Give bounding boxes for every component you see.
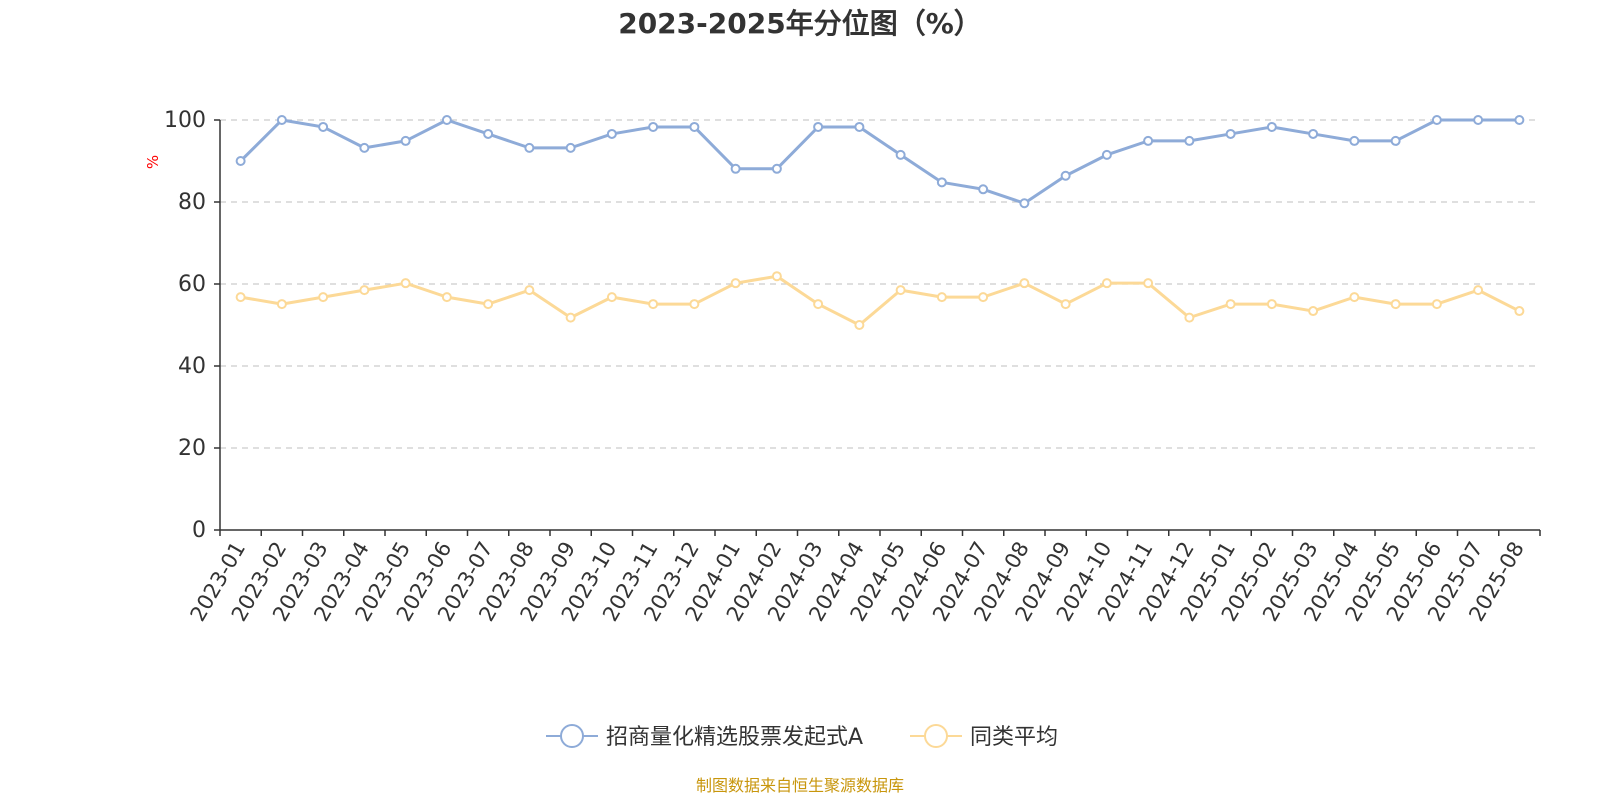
y-tick-label: 0	[192, 518, 206, 543]
data-point[interactable]	[1019, 198, 1030, 209]
legend-label: 招商量化精选股票发起式A	[606, 725, 863, 750]
data-point[interactable]	[359, 142, 370, 153]
data-point[interactable]	[813, 299, 824, 310]
data-point[interactable]	[1349, 135, 1360, 146]
series-lines	[235, 115, 1525, 330]
data-point[interactable]	[771, 271, 782, 282]
data-point[interactable]	[400, 135, 411, 146]
data-point[interactable]	[1266, 299, 1277, 310]
y-tick-label: 100	[164, 108, 206, 133]
data-point[interactable]	[606, 128, 617, 139]
data-point[interactable]	[276, 115, 287, 125]
series-line	[240, 274, 1521, 327]
data-point[interactable]	[524, 142, 535, 153]
data-point[interactable]	[895, 285, 906, 296]
data-source-note: 制图数据来自恒生聚源数据库	[696, 776, 904, 795]
data-point[interactable]	[648, 121, 659, 132]
y-tick-label: 80	[178, 190, 206, 215]
data-point[interactable]	[359, 285, 370, 296]
data-point[interactable]	[1473, 285, 1484, 296]
legend-item[interactable]: 同类平均	[910, 724, 1058, 750]
data-point[interactable]	[689, 121, 700, 132]
legend[interactable]: 招商量化精选股票发起式A 同类平均	[546, 724, 1058, 750]
data-point[interactable]	[1308, 128, 1319, 139]
data-point[interactable]	[895, 149, 906, 160]
data-point[interactable]	[524, 285, 535, 296]
y-tick-label: 40	[178, 354, 206, 379]
data-point[interactable]	[483, 128, 494, 139]
data-point[interactable]	[813, 121, 824, 132]
data-point[interactable]	[771, 163, 782, 174]
data-point[interactable]	[936, 292, 947, 303]
data-point[interactable]	[1349, 292, 1360, 303]
data-point[interactable]	[1308, 306, 1319, 317]
data-point[interactable]	[318, 121, 329, 132]
data-point[interactable]	[1431, 115, 1442, 125]
legend-label: 同类平均	[970, 725, 1058, 750]
data-point[interactable]	[978, 184, 989, 195]
axes: 0204060801002023-012023-022023-032023-04…	[164, 108, 1541, 625]
data-point[interactable]	[689, 299, 700, 310]
data-point[interactable]	[1019, 278, 1030, 289]
data-point[interactable]	[1390, 299, 1401, 310]
legend-item[interactable]: 招商量化精选股票发起式A	[546, 724, 863, 750]
data-point[interactable]	[1225, 128, 1236, 139]
data-point[interactable]	[565, 142, 576, 153]
legend-marker	[560, 724, 584, 748]
data-point[interactable]	[441, 292, 452, 303]
data-point[interactable]	[1060, 170, 1071, 181]
data-point[interactable]	[1473, 115, 1484, 125]
data-point[interactable]	[730, 163, 741, 174]
data-point[interactable]	[1431, 299, 1442, 310]
series-line	[239, 118, 1520, 205]
data-point[interactable]	[1143, 135, 1154, 146]
data-point[interactable]	[235, 156, 246, 166]
data-point[interactable]	[1184, 135, 1195, 146]
grid-lines	[220, 119, 1540, 449]
data-point[interactable]	[606, 292, 617, 303]
data-point[interactable]	[1390, 135, 1401, 146]
data-point[interactable]	[730, 278, 741, 289]
data-point[interactable]	[648, 299, 659, 310]
y-tick-label: 20	[178, 436, 206, 461]
data-point[interactable]	[318, 292, 329, 303]
data-point[interactable]	[936, 177, 947, 188]
y-tick-label: 60	[178, 272, 206, 297]
data-point[interactable]	[235, 292, 246, 303]
data-point[interactable]	[1266, 121, 1277, 132]
data-point[interactable]	[1060, 299, 1071, 310]
data-point[interactable]	[1225, 299, 1236, 310]
data-point[interactable]	[483, 299, 494, 310]
data-point[interactable]	[854, 121, 865, 132]
series-0	[235, 115, 1525, 209]
y-axis-unit: %	[144, 155, 162, 169]
data-point[interactable]	[1101, 149, 1112, 160]
chart-title: 2023-2025年分位图（%）	[618, 7, 982, 40]
data-point[interactable]	[1101, 278, 1112, 289]
data-point[interactable]	[565, 312, 576, 323]
data-point[interactable]	[441, 115, 452, 125]
data-point[interactable]	[1514, 306, 1525, 317]
data-point[interactable]	[854, 320, 865, 330]
legend-marker	[924, 724, 948, 748]
data-point[interactable]	[978, 292, 989, 303]
data-point[interactable]	[1143, 278, 1154, 289]
series-1	[235, 271, 1525, 330]
data-point[interactable]	[1514, 115, 1525, 125]
data-point[interactable]	[400, 278, 411, 289]
data-point[interactable]	[276, 299, 287, 310]
data-point[interactable]	[1184, 312, 1195, 323]
